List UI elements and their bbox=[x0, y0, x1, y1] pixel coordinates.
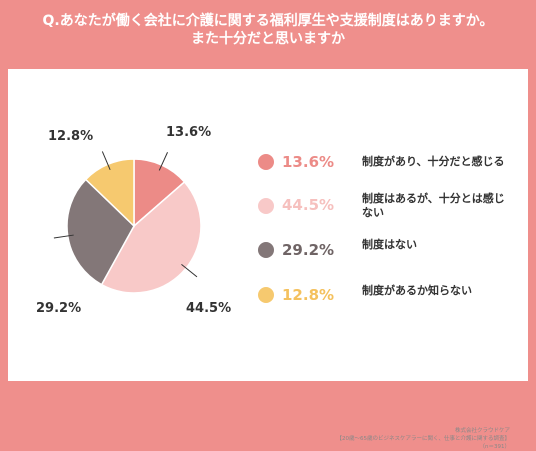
legend-dot-4 bbox=[258, 287, 274, 303]
legend-label-4: 制度があるか知らない bbox=[362, 284, 472, 297]
source-survey: 【20歳～65歳のビジネスケアラーに聞く、仕事と介護に関する調査】 bbox=[336, 436, 511, 442]
legend-value-3: 29.2% bbox=[282, 241, 335, 259]
source-sample-size: （n＝391） bbox=[479, 444, 510, 450]
title-line-2: また十分だと思いますか bbox=[191, 31, 345, 47]
legend-label-3: 制度はない bbox=[362, 238, 417, 251]
pie-label-slice-4: 12.8% bbox=[48, 129, 94, 144]
pie-leader-line-4 bbox=[101, 151, 111, 171]
title-line-1: Q.あなたが働く会社に介護に関する福利厚生や支援制度はありますか。 bbox=[42, 13, 494, 29]
source-company: 株式会社クラウドケア bbox=[454, 428, 510, 434]
chart-title: Q.あなたが働く会社に介護に関する福利厚生や支援制度はありますか。 また十分だと… bbox=[0, 0, 536, 72]
pie-chart bbox=[53, 151, 202, 294]
source-note: 株式会社クラウドケア 【20歳～65歳のビジネスケアラーに聞く、仕事と介護に関す… bbox=[230, 427, 511, 451]
pie-leader-line-1 bbox=[158, 152, 168, 171]
legend-value-2: 44.5% bbox=[282, 196, 335, 214]
pie-label-slice-3: 29.2% bbox=[36, 301, 82, 316]
legend-dot-3 bbox=[258, 242, 274, 258]
legend-dot-1 bbox=[258, 154, 274, 170]
legend-label-1: 制度があり、十分だと感じる bbox=[362, 155, 505, 168]
pie-leader-line-3 bbox=[53, 234, 74, 239]
legend-value-4: 12.8% bbox=[282, 286, 335, 304]
pie-leader-line-2 bbox=[181, 263, 198, 278]
pie-label-slice-2: 44.5% bbox=[186, 301, 232, 316]
legend-label-2: 制度はあるが、十分とは感じない bbox=[362, 192, 505, 219]
chart-panel: 13.6% 44.5% 29.2% 12.8% 13.6% 制度があり、十分だと… bbox=[8, 69, 528, 450]
pie-label-slice-1: 13.6% bbox=[166, 125, 212, 140]
legend-dot-2 bbox=[258, 198, 274, 214]
legend-value-1: 13.6% bbox=[282, 153, 335, 171]
